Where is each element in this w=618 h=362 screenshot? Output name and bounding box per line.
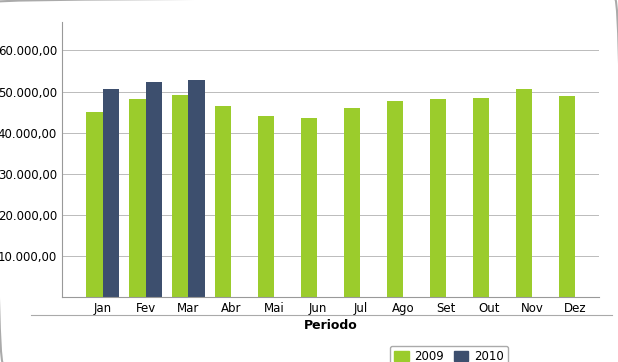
Bar xyxy=(258,116,274,297)
Bar xyxy=(387,101,403,297)
Bar xyxy=(145,82,162,297)
Bar xyxy=(473,98,489,297)
Bar xyxy=(103,89,119,297)
X-axis label: Periodo: Periodo xyxy=(304,319,357,332)
Bar xyxy=(516,89,532,297)
Bar xyxy=(344,108,360,297)
Bar xyxy=(559,96,575,297)
Bar xyxy=(301,118,317,297)
Bar xyxy=(188,80,205,297)
Bar xyxy=(129,99,145,297)
Bar xyxy=(215,106,231,297)
Bar xyxy=(172,95,188,297)
Legend: 2009, 2010: 2009, 2010 xyxy=(390,345,508,362)
Bar xyxy=(430,99,446,297)
Bar xyxy=(87,112,103,297)
